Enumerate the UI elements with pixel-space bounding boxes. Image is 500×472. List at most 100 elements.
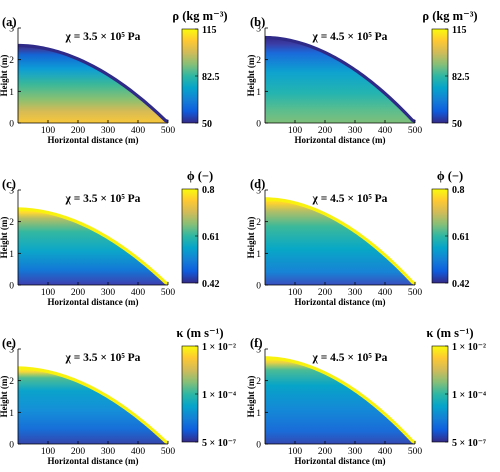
colorbar-tick-label: 1 × 10⁻⁴: [452, 390, 486, 401]
x-tick-label: 400: [131, 288, 146, 298]
panel-label: (e): [2, 336, 16, 350]
x-tick-label: 100: [288, 126, 303, 136]
y-tick-label: 1: [9, 88, 14, 98]
chart-panel-b: 0 1 2 3 100 200 300 400 500 Horizontal distance (…: [246, 9, 478, 145]
colorbar-title: κ (m s⁻¹): [176, 326, 223, 340]
x-axis-label: Horizontal distance (m): [48, 135, 139, 145]
colorbar-tick-label: 50: [202, 119, 212, 130]
x-tick-label: 100: [41, 288, 56, 298]
y-tick-label: 3: [9, 346, 14, 356]
y-tick-label: 0: [256, 282, 261, 292]
chart-panel-a: 0 1 2 3 100 200 300 400 500 Horizontal distance (…: [0, 9, 228, 145]
chi-annotation: χ = 3.5 × 10⁵ Pa: [65, 193, 141, 205]
y-tick-label: 2: [9, 56, 14, 66]
x-tick-label: 200: [71, 288, 86, 298]
y-tick-label: 1: [256, 88, 261, 98]
chart-panel-f: 0 1 2 3 100 200 300 400 500 Horizontal distance (…: [246, 326, 486, 466]
colorbar-tick-label: 1 × 10⁻²: [452, 342, 486, 353]
y-tick-label: 2: [9, 218, 14, 228]
x-tick-label: 100: [288, 447, 303, 457]
y-tick-label: 0: [256, 441, 261, 451]
x-tick-label: 200: [71, 126, 86, 136]
x-tick-label: 500: [161, 288, 176, 298]
colorbar-tick-label: 0.61: [202, 232, 220, 243]
x-tick-label: 500: [408, 447, 423, 457]
colorbar-tick-label: 115: [452, 25, 466, 36]
surface-band: [264, 35, 416, 123]
heatmap-field: [265, 37, 415, 123]
colorbar-title: ϕ (−): [187, 169, 213, 183]
x-axis-label: Horizontal distance (m): [48, 297, 139, 307]
y-tick-label: 2: [9, 377, 14, 387]
y-tick-label: 3: [9, 187, 14, 197]
y-tick-label: 3: [256, 25, 261, 35]
x-axis-label: Horizontal distance (m): [295, 456, 386, 466]
y-tick-label: 1: [256, 409, 261, 419]
panel-label: (d): [250, 177, 265, 191]
colorbar-tick-label: 5 × 10⁻⁷: [202, 438, 236, 449]
colorbar-tick-label: 0.8: [202, 185, 215, 196]
surface-band: [17, 207, 169, 285]
colorbar-tick-label: 1 × 10⁻²: [202, 342, 236, 353]
y-tick-label: 1: [9, 409, 14, 419]
panel-label: (a): [2, 15, 17, 29]
heatmap-field: [18, 368, 168, 444]
x-axis-label: Horizontal distance (m): [295, 297, 386, 307]
x-tick-label: 100: [41, 447, 56, 457]
surface-band: [264, 356, 416, 444]
heatmap-field: [265, 357, 415, 444]
colorbar-tick-label: 0.42: [452, 279, 470, 290]
colorbar-title: κ (m s⁻¹): [426, 326, 473, 340]
x-tick-label: 300: [101, 288, 116, 298]
y-axis-label: Height (m): [246, 217, 256, 259]
y-axis-label: Height (m): [246, 376, 256, 418]
colorbar-title: ϕ (−): [437, 169, 463, 183]
x-tick-label: 500: [408, 126, 423, 136]
x-tick-label: 200: [318, 126, 333, 136]
colorbar-tick-label: 82.5: [452, 72, 470, 83]
y-tick-label: 0: [9, 282, 14, 292]
y-tick-label: 2: [256, 218, 261, 228]
y-tick-label: 0: [9, 120, 14, 130]
x-tick-label: 400: [378, 126, 393, 136]
surface-band: [17, 366, 169, 444]
x-tick-label: 100: [41, 126, 56, 136]
colorbar-tick-label: 82.5: [202, 72, 220, 83]
x-tick-label: 200: [71, 447, 86, 457]
y-tick-label: 3: [256, 346, 261, 356]
panel-label: (f): [250, 336, 263, 350]
x-tick-label: 100: [288, 288, 303, 298]
y-tick-label: 0: [256, 120, 261, 130]
colorbar-title: ρ (kg m⁻³): [422, 9, 477, 23]
heatmap-field: [18, 45, 168, 123]
colorbar-tick-label: 0.61: [452, 232, 470, 243]
surface-band: [17, 43, 169, 123]
chart-panel-e: 0 1 2 3 100 200 300 400 500 Horizontal distance (…: [0, 326, 236, 466]
colorbar-tick-label: 115: [202, 25, 216, 36]
colorbar-tick-label: 0.42: [202, 279, 220, 290]
x-tick-label: 200: [318, 288, 333, 298]
x-tick-label: 300: [348, 447, 363, 457]
x-tick-label: 300: [101, 447, 116, 457]
panel-label: (b): [250, 15, 265, 29]
y-tick-label: 3: [9, 25, 14, 35]
x-tick-label: 300: [348, 288, 363, 298]
colorbar-tick-label: 1 × 10⁻⁴: [202, 390, 236, 401]
x-tick-label: 500: [408, 288, 423, 298]
x-tick-label: 400: [131, 447, 146, 457]
x-axis-label: Horizontal distance (m): [48, 456, 139, 466]
surface-band: [264, 197, 416, 285]
y-tick-label: 2: [256, 377, 261, 387]
x-axis-label: Horizontal distance (m): [295, 135, 386, 145]
x-tick-label: 500: [161, 447, 176, 457]
y-tick-label: 1: [256, 250, 261, 260]
chi-annotation: χ = 4.5 × 10⁵ Pa: [312, 31, 388, 43]
colorbar-tick-label: 0.8: [452, 185, 465, 196]
y-tick-label: 0: [9, 441, 14, 451]
x-tick-label: 400: [378, 447, 393, 457]
y-axis-label: Height (m): [0, 376, 9, 418]
x-tick-label: 300: [101, 126, 116, 136]
x-tick-label: 200: [318, 447, 333, 457]
chi-annotation: χ = 4.5 × 10⁵ Pa: [312, 352, 388, 364]
